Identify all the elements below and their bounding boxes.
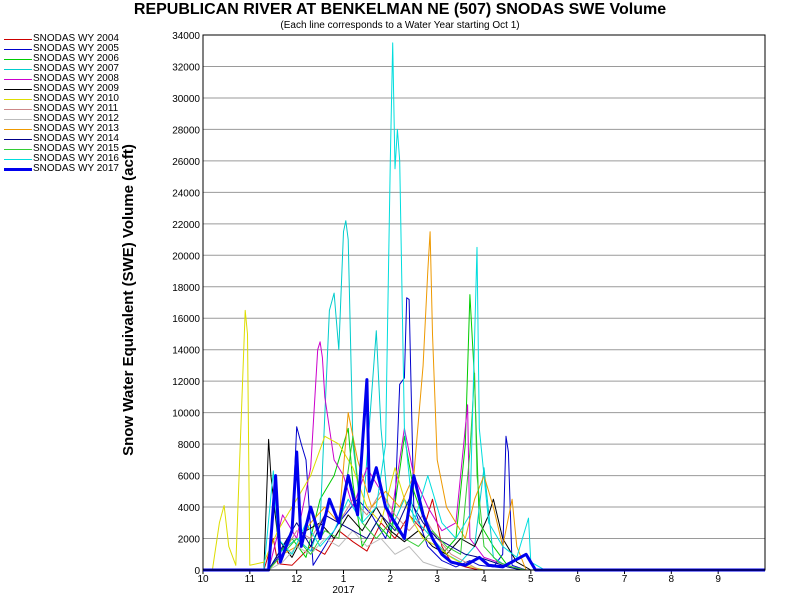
legend-swatch xyxy=(4,129,32,130)
plot-border xyxy=(202,34,766,571)
x-tick-label: 8 xyxy=(669,574,675,585)
legend-item: SNODAS WY 2006 xyxy=(3,54,133,64)
legend-swatch xyxy=(4,119,32,120)
legend-label: SNODAS WY 2015 xyxy=(33,143,119,154)
x-tick-label: 11 xyxy=(245,574,256,585)
x-tick-label: 2 xyxy=(388,574,394,585)
y-tick-label: 34000 xyxy=(172,31,200,42)
legend-label: SNODAS WY 2010 xyxy=(33,93,119,104)
legend-swatch xyxy=(4,149,32,150)
y-tick-label: 26000 xyxy=(172,157,200,168)
y-tick-label: 12000 xyxy=(172,377,200,388)
legend-item: SNODAS WY 2005 xyxy=(3,44,133,54)
legend-swatch xyxy=(4,109,32,110)
legend-label: SNODAS WY 2004 xyxy=(33,33,119,44)
series-line-wy2011 xyxy=(203,490,765,571)
x-tick-label: 5 xyxy=(528,574,534,585)
legend-swatch xyxy=(4,159,32,160)
legend-swatch xyxy=(4,69,32,70)
plot-area xyxy=(202,34,766,571)
legend-item: SNODAS WY 2010 xyxy=(3,94,133,104)
legend-label: SNODAS WY 2011 xyxy=(33,103,119,114)
series-line-wy2006 xyxy=(203,294,765,571)
y-tick-label: 30000 xyxy=(172,94,200,105)
x-tick-label: 12 xyxy=(291,574,303,585)
y-tick-label: 0 xyxy=(194,566,200,577)
y-tick-label: 10000 xyxy=(172,409,200,420)
legend-item: SNODAS WY 2015 xyxy=(3,144,133,154)
legend-swatch xyxy=(4,89,32,90)
legend-label: SNODAS WY 2008 xyxy=(33,73,119,84)
legend-label: SNODAS WY 2016 xyxy=(33,153,119,164)
legend-item: SNODAS WY 2008 xyxy=(3,74,133,84)
legend-swatch xyxy=(4,99,32,100)
y-tick-label: 18000 xyxy=(172,283,200,294)
y-tick-label: 4000 xyxy=(178,503,201,514)
x-tick-label: 3 xyxy=(434,574,440,585)
series-line-wy2015 xyxy=(203,372,765,571)
x-tick-label: 4 xyxy=(481,574,487,585)
y-tick-label: 2000 xyxy=(178,535,201,546)
series-line-wy2013 xyxy=(203,231,765,571)
x-tick-label: 7 xyxy=(622,574,628,585)
legend-item: SNODAS WY 2007 xyxy=(3,64,133,74)
legend-item: SNODAS WY 2009 xyxy=(3,84,133,94)
y-tick-label: 32000 xyxy=(172,62,200,73)
series-line-wy2017 xyxy=(203,378,765,572)
legend-label: SNODAS WY 2013 xyxy=(33,123,119,134)
legend-swatch xyxy=(4,139,32,140)
legend-swatch xyxy=(4,39,32,40)
legend-item: SNODAS WY 2011 xyxy=(3,104,133,114)
legend-label: SNODAS WY 2006 xyxy=(33,53,119,64)
x-tick-label: 1 xyxy=(341,574,347,585)
legend-item: SNODAS WY 2013 xyxy=(3,124,133,134)
series-line-wy2005 xyxy=(203,297,765,571)
legend-label: SNODAS WY 2017 xyxy=(33,163,119,174)
legend-label: SNODAS WY 2012 xyxy=(33,113,119,124)
legend-item: SNODAS WY 2012 xyxy=(3,114,133,124)
y-tick-label: 14000 xyxy=(172,346,200,357)
y-tick-label: 22000 xyxy=(172,220,200,231)
series-line-wy2016 xyxy=(203,42,765,571)
legend-label: SNODAS WY 2014 xyxy=(33,133,119,144)
chart-title: REPUBLICAN RIVER AT BENKELMAN NE (507) S… xyxy=(133,1,667,18)
legend-swatch xyxy=(4,79,32,80)
chart-subtitle: (Each line corresponds to a Water Year s… xyxy=(280,20,520,31)
legend-label: SNODAS WY 2005 xyxy=(33,43,119,54)
y-tick-label: 20000 xyxy=(172,251,200,262)
y-tick-label: 28000 xyxy=(172,125,200,136)
y-tick-label: 8000 xyxy=(178,440,201,451)
legend-swatch xyxy=(4,59,32,60)
legend-item: SNODAS WY 2016 xyxy=(3,154,133,164)
legend-swatch xyxy=(4,168,32,171)
x-tick-label: 6 xyxy=(575,574,581,585)
legend-item: SNODAS WY 2014 xyxy=(3,134,133,144)
y-tick-label: 6000 xyxy=(178,472,201,483)
y-tick-label: 16000 xyxy=(172,314,200,325)
legend-label: SNODAS WY 2009 xyxy=(33,83,119,94)
legend-label: SNODAS WY 2007 xyxy=(33,63,119,74)
chart-legend: SNODAS WY 2004 SNODAS WY 2005 SNODAS WY 20… xyxy=(3,34,133,174)
legend-swatch xyxy=(4,49,32,50)
y-tick-label: 24000 xyxy=(172,188,200,199)
x-tick-label: 10 xyxy=(197,574,209,585)
legend-item: SNODAS WY 2017 xyxy=(3,164,133,174)
x-year-label: 2017 xyxy=(332,585,355,596)
series-line-wy2012 xyxy=(203,530,765,571)
x-tick-label: 9 xyxy=(715,574,721,585)
legend-item: SNODAS WY 2004 xyxy=(3,34,133,44)
